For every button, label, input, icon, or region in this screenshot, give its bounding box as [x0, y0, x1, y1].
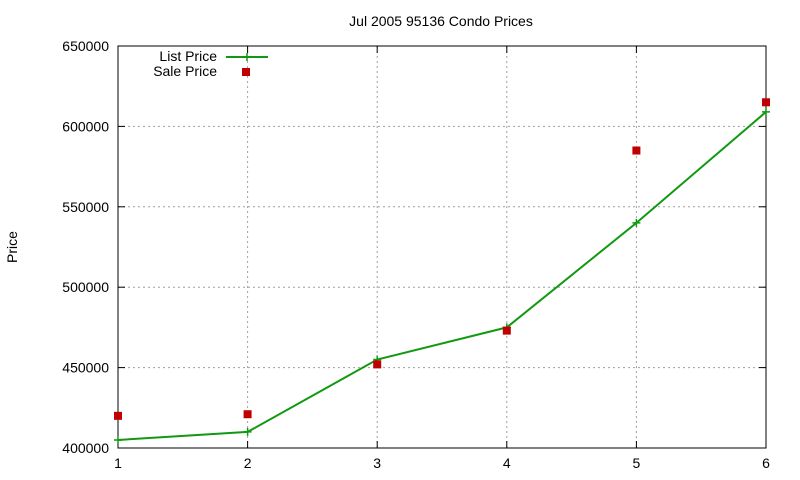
list-price-point — [114, 435, 122, 444]
axis-ticks: 400000 450000 500000 550000 600000 650000 1 2 3 4… — [62, 38, 770, 471]
sale-price-point — [632, 146, 641, 155]
sale-price-point — [243, 410, 252, 419]
sale-price-point — [762, 98, 770, 107]
x-tick-label: 3 — [373, 455, 381, 471]
legend-label-sale-price: Sale Price — [153, 63, 217, 79]
y-tick-label: 400000 — [62, 440, 109, 456]
plot-frame — [117, 45, 767, 449]
y-axis-label: Price — [4, 231, 20, 263]
chart-title: Jul 2005 95136 Condo Prices — [349, 13, 533, 29]
list-price-point — [762, 107, 770, 116]
x-tick-label: 2 — [244, 455, 252, 471]
series-layer — [114, 98, 770, 444]
y-tick-label: 600000 — [62, 118, 109, 134]
x-tick-label: 5 — [633, 455, 641, 471]
legend-marker-list-price — [243, 53, 251, 61]
legend-label-list-price: List Price — [159, 48, 217, 64]
legend: List Price Sale Price — [153, 48, 268, 79]
y-tick-label: 550000 — [62, 199, 109, 215]
grid-lines — [118, 46, 766, 448]
sale-price-point — [502, 326, 511, 335]
y-tick-label: 650000 — [62, 38, 109, 54]
sale-price-point — [114, 411, 122, 420]
x-tick-label: 1 — [114, 455, 122, 471]
list-price-point — [632, 218, 641, 227]
sale-price-point — [373, 360, 382, 369]
list-price-line — [117, 111, 767, 441]
list-price-point — [243, 427, 252, 436]
y-tick-label: 500000 — [62, 279, 109, 295]
x-tick-label: 6 — [762, 455, 770, 471]
legend-marker-sale-price — [242, 68, 250, 76]
x-tick-label: 4 — [503, 455, 511, 471]
y-tick-label: 450000 — [62, 360, 109, 376]
